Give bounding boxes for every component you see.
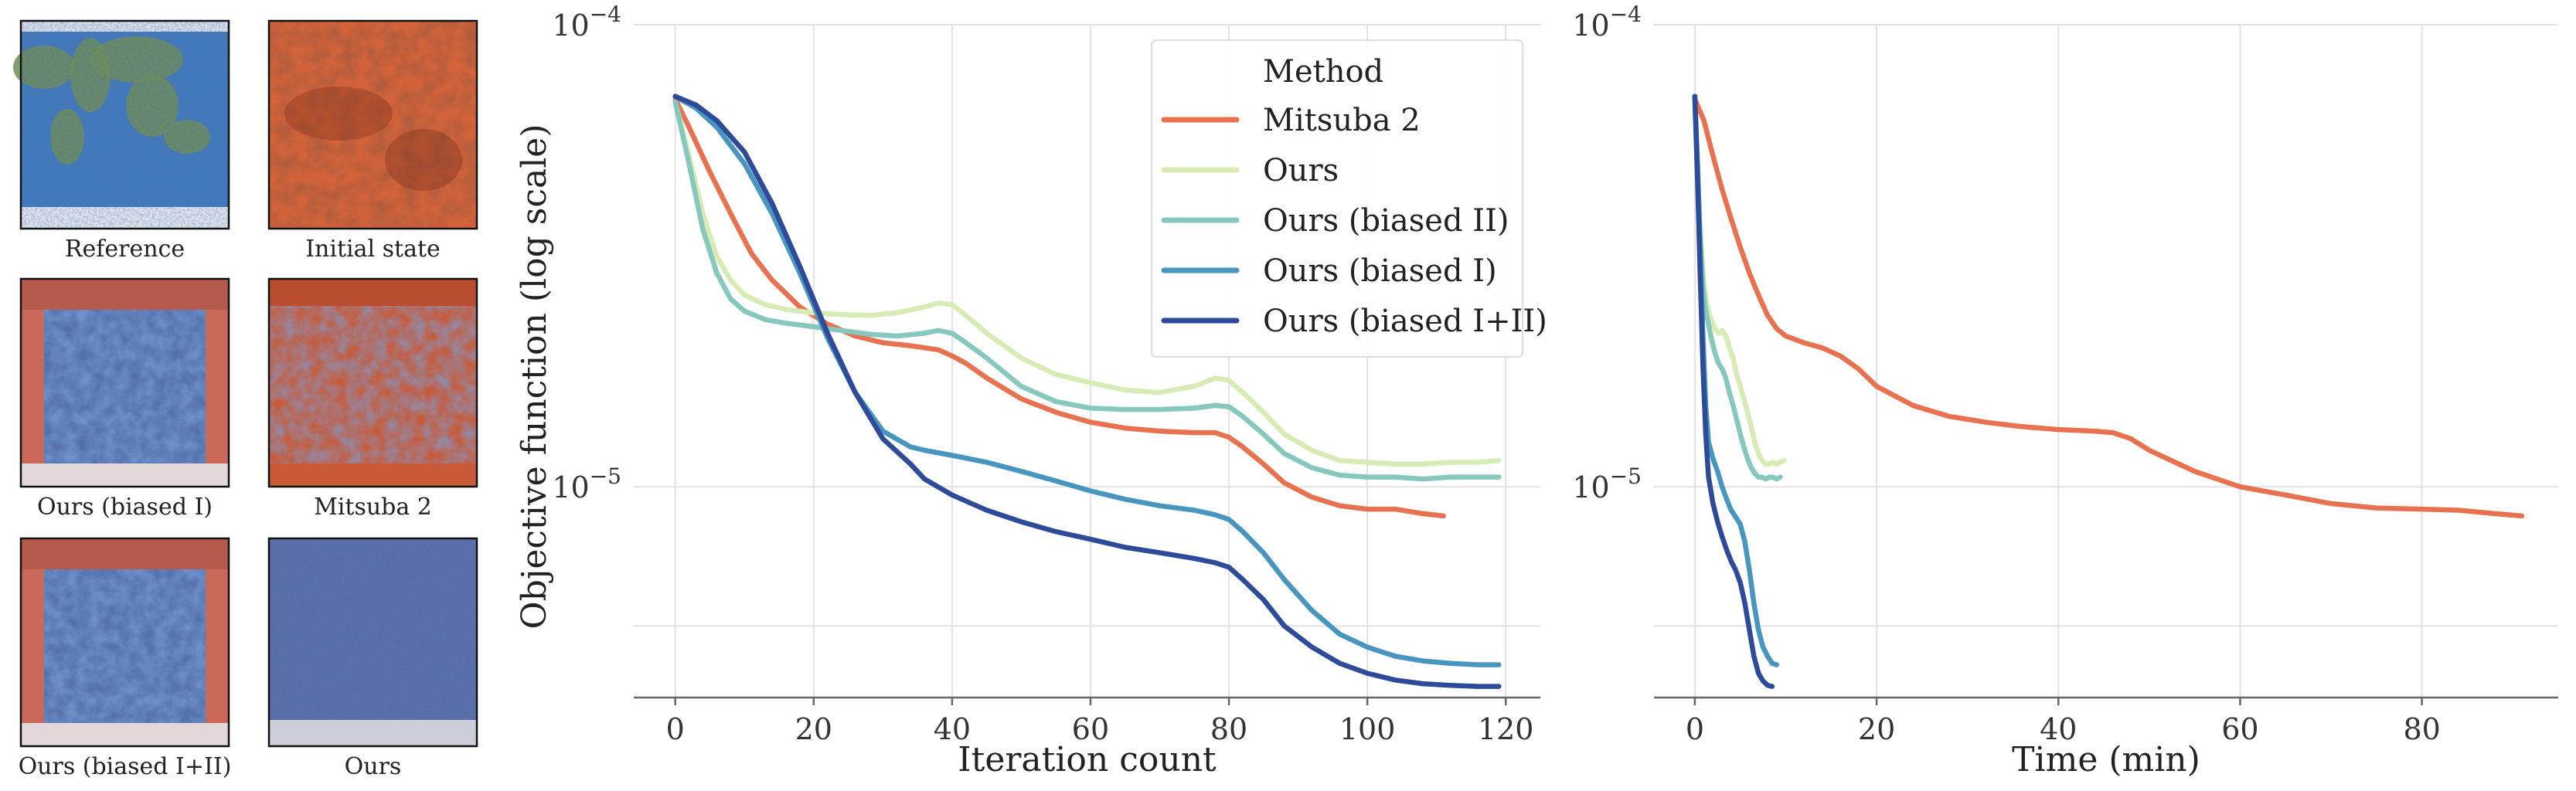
- y-tick-base: 10: [552, 470, 589, 504]
- x-axis-label: Iteration count: [958, 740, 1217, 779]
- x-tick-label: 40: [2040, 712, 2077, 746]
- thumbnail-ours-biased-i: Ours (biased I): [19, 277, 230, 521]
- y-tick-label: 10−5: [1572, 463, 1642, 504]
- series-line-ours-biased-ii: [1692, 99, 1783, 482]
- gridlines: [634, 24, 1540, 698]
- x-tick-label: 20: [795, 712, 832, 746]
- y-tick-label: 10−4: [1572, 2, 1642, 42]
- y-tick-label: 10−4: [552, 2, 621, 42]
- legend-label: Ours (biased I+II): [1263, 304, 1547, 339]
- thumbnail-initial-state: Initial state: [267, 19, 478, 263]
- thumbnail-image: [19, 537, 230, 748]
- legend: Method Mitsuba 2 Ours Ours (biased II) Ours …: [1151, 39, 1547, 358]
- thumbnail-image: [267, 19, 478, 230]
- series-line-mitsuba-2: [1692, 97, 2525, 519]
- x-tick-label: 100: [1339, 712, 1396, 746]
- y-tick-base: 10: [552, 8, 589, 42]
- x-ticks: 0 20 40 60 80: [1686, 698, 2441, 746]
- thumbnail-label: Initial state: [305, 236, 441, 263]
- series-line-ours-biased-i-ii: [1692, 93, 1775, 689]
- y-ticks: 10−410−5: [552, 2, 621, 504]
- series-line-ours-biased-i: [1692, 93, 1779, 667]
- legend-title: Method: [1263, 54, 1383, 90]
- thumbnail-label: Reference: [65, 236, 185, 263]
- x-tick-label: 40: [934, 712, 971, 746]
- x-tick-label: 80: [1210, 712, 1247, 746]
- thumbnail-mitsuba-2: Mitsuba 2: [267, 277, 478, 521]
- x-ticks: 0 20 40 60 80 100 120: [666, 698, 1534, 746]
- x-tick-label: 80: [2403, 712, 2440, 746]
- y-tick-base: 10: [1572, 470, 1609, 504]
- y-tick-exponent: −5: [1610, 463, 1642, 489]
- y-tick-exponent: −4: [590, 2, 621, 27]
- thumbnail-label: Mitsuba 2: [314, 494, 432, 521]
- series-line-ours: [672, 99, 1502, 467]
- x-tick-label: 0: [666, 712, 685, 746]
- y-tick-exponent: −5: [590, 463, 621, 489]
- thumbnail-reference: Reference: [13, 19, 230, 263]
- legend-item-ours-biased-i: Ours (biased I): [1161, 253, 1497, 289]
- y-tick-label: 10−5: [552, 463, 621, 504]
- thumbnail-ours-biased-i-ii: Ours (biased I+II): [19, 537, 232, 780]
- thumbnail-ours: Ours: [267, 537, 478, 780]
- texture-thumbnails: Reference Initial state Ours (biased I) Mit…: [13, 19, 478, 780]
- thumbnail-label: Ours (biased I+II): [19, 753, 232, 780]
- legend-box: [1151, 39, 1523, 358]
- y-tick-exponent: −4: [1610, 2, 1642, 27]
- legend-item-ours-biased-i-ii: Ours (biased I+II): [1161, 304, 1547, 339]
- thumbnail-label: Ours: [345, 753, 402, 780]
- gridlines: [1654, 24, 2558, 698]
- legend-item-ours-biased-ii: Ours (biased II): [1161, 203, 1509, 239]
- x-tick-label: 20: [1858, 712, 1895, 746]
- legend-item-ours: Ours: [1161, 153, 1339, 188]
- thumbnail-image: [267, 277, 478, 488]
- series-line-mitsuba-2: [672, 97, 1446, 519]
- legend-label: Ours (biased II): [1263, 203, 1509, 239]
- thumbnail-image: [267, 537, 478, 748]
- thumbnail-image: [19, 277, 230, 488]
- y-ticks: 10−410−5: [1572, 2, 1642, 504]
- series-line-ours-biased-ii: [672, 99, 1502, 482]
- legend-label: Ours: [1263, 153, 1339, 188]
- thumbnail-image: [13, 19, 230, 230]
- y-tick-base: 10: [1572, 8, 1609, 42]
- series-line-ours-biased-i-ii: [672, 93, 1502, 689]
- x-tick-label: 60: [1072, 712, 1109, 746]
- x-axis-label: Time (min): [2012, 740, 2200, 779]
- series-lines: [672, 93, 1502, 689]
- legend-item-mitsuba-2: Mitsuba 2: [1161, 103, 1421, 138]
- legend-label: Ours (biased I): [1263, 253, 1497, 289]
- x-tick-label: 120: [1478, 712, 1534, 746]
- thumbnail-label: Ours (biased I): [37, 494, 213, 521]
- x-tick-label: 0: [1686, 712, 1704, 746]
- legend-label: Mitsuba 2: [1263, 103, 1421, 138]
- y-axis-label: Objective function (log scale): [515, 124, 554, 630]
- x-tick-label: 60: [2221, 712, 2258, 746]
- series-lines: [1692, 93, 2525, 689]
